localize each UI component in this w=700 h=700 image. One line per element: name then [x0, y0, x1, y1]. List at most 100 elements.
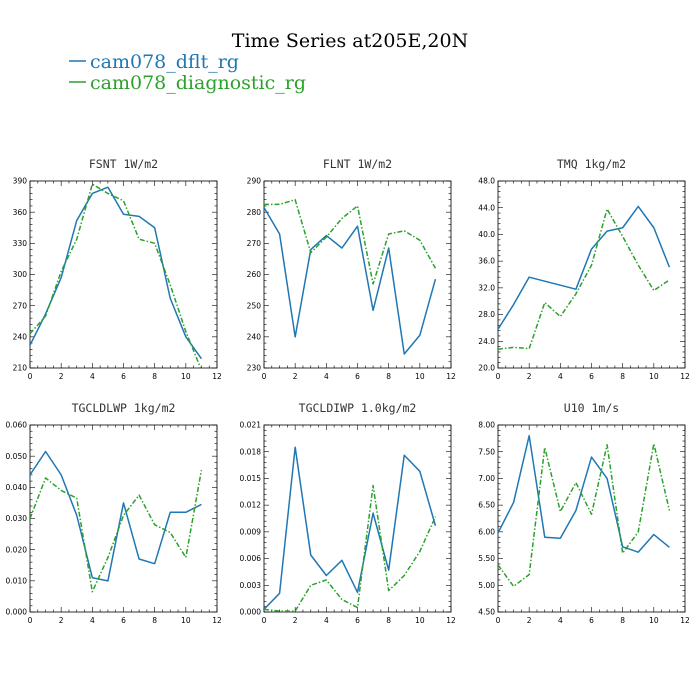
y-tick-label: 20.0: [478, 364, 495, 373]
x-tick-label: 6: [589, 372, 594, 381]
y-tick-label: 40.0: [478, 230, 495, 239]
x-tick-label: 2: [527, 616, 532, 625]
y-tick-label: 0.010: [6, 576, 28, 585]
panel-3: TMQ 1kg/m2 0 2 4 6 8 10 12 20.0 24.0 28.0 32.0 36.0 4…: [478, 157, 690, 381]
plot-frame: [497, 424, 686, 613]
y-tick-label: 48.0: [478, 177, 495, 186]
series-line-diagnostic: [30, 183, 202, 368]
x-tick-label: 8: [152, 616, 157, 625]
panel-title: FSNT 1W/m2: [89, 157, 158, 171]
x-tick-label: 6: [121, 372, 126, 381]
y-tick-label: 260: [247, 270, 262, 279]
y-tick-label: 0.012: [240, 501, 262, 510]
panel-4: TGCLDLWP 1kg/m2 0 2 4 6 8 10 12 0.000 0.010 0.020 0…: [6, 401, 222, 625]
x-tick-label: 0: [496, 372, 501, 381]
x-tick-label: 10: [649, 372, 659, 381]
figure-title: Time Series at205E,20N: [232, 30, 468, 52]
series-line-dflt: [30, 186, 203, 360]
y-tick-label: 44.0: [478, 203, 495, 212]
x-tick-label: 2: [293, 616, 298, 625]
y-tick-label: 7.00: [478, 474, 495, 483]
y-tick-label: 0.006: [240, 554, 262, 563]
x-tick-label: 0: [28, 616, 33, 625]
y-tick-label: 270: [13, 301, 28, 310]
x-tick-label: 8: [620, 372, 625, 381]
legend: cam078_dflt_rg cam078_diagnostic_rg: [69, 51, 306, 94]
x-tick-label: 12: [212, 372, 222, 381]
series-line-dflt: [264, 207, 437, 355]
x-tick-label: 12: [680, 372, 690, 381]
series-line-dflt: [264, 446, 437, 610]
panels: FSNT 1W/m20 2 4 6 8 10 12210240270300330360390…: [6, 157, 690, 625]
panel-title: TGCLDIWP 1.0kg/m2: [299, 401, 417, 415]
y-tick-label: 360: [13, 208, 28, 217]
x-tick-label: 4: [324, 616, 329, 625]
x-tick-label: 4: [558, 616, 563, 625]
x-tick-label: 4: [90, 372, 95, 381]
y-tick-label: 250: [247, 301, 262, 310]
y-tick-label: 0.040: [6, 483, 28, 492]
y-tick-label: 28.0: [478, 310, 495, 319]
y-tick-label: 24.0: [478, 337, 495, 346]
y-tick-label: 7.50: [478, 447, 495, 456]
panel-title: FLNT 1W/m2: [323, 157, 392, 171]
panel-1: FSNT 1W/m2 0 2 4 6 8 10 12 210 240 270 300 330 360 390: [13, 157, 222, 381]
x-tick-label: 0: [28, 372, 33, 381]
x-tick-label: 12: [446, 616, 456, 625]
legend-label-dflt: cam078_dflt_rg: [90, 51, 239, 73]
x-tick-label: 0: [262, 372, 267, 381]
x-tick-label: 8: [152, 372, 157, 381]
panel-6: U10 1m/s 0 2 4 6 8 10 12 4.50 5.00 5.50 6.00 6.50 7.0…: [478, 401, 690, 625]
series-line-diagnostic: [498, 208, 670, 351]
x-tick-label: 8: [620, 616, 625, 625]
x-tick-label: 2: [59, 616, 64, 625]
x-tick-label: 4: [90, 616, 95, 625]
series-line-diagnostic: [264, 484, 437, 612]
legend-label-diagnostic: cam078_diagnostic_rg: [90, 72, 306, 94]
y-tick-label: 240: [13, 332, 28, 341]
y-tick-label: 0.000: [240, 608, 262, 617]
y-tick-label: 32.0: [478, 283, 495, 292]
y-tick-label: 0.021: [240, 421, 262, 430]
y-tick-label: 0.060: [6, 421, 28, 430]
y-tick-label: 280: [247, 208, 262, 217]
y-tick-label: 330: [13, 239, 28, 248]
y-tick-label: 300: [13, 270, 28, 279]
series-line-dflt: [30, 450, 202, 582]
series-line-dflt: [498, 205, 671, 330]
panel-5: TGCLDIWP 1.0kg/m2 0 2 4 6 8 10 12 0.000 0.003 0.00…: [240, 401, 456, 625]
x-tick-label: 6: [355, 372, 360, 381]
series-line-diagnostic: [264, 198, 437, 285]
x-tick-label: 6: [121, 616, 126, 625]
plot-frame: [497, 180, 686, 369]
y-tick-label: 0.003: [240, 581, 262, 590]
panel-title: TGCLDLWP 1kg/m2: [72, 401, 176, 415]
panel-title: U10 1m/s: [564, 401, 619, 415]
y-tick-label: 36.0: [478, 257, 495, 266]
x-tick-label: 2: [59, 372, 64, 381]
y-tick-label: 5.50: [478, 554, 495, 563]
x-tick-label: 6: [589, 616, 594, 625]
x-tick-label: 8: [386, 372, 391, 381]
y-tick-label: 5.00: [478, 581, 495, 590]
y-tick-label: 390: [13, 177, 28, 186]
x-tick-label: 4: [324, 372, 329, 381]
y-tick-label: 6.00: [478, 527, 495, 536]
y-tick-label: 0.015: [240, 474, 262, 483]
y-tick-label: 8.00: [478, 421, 495, 430]
y-tick-label: 4.50: [478, 608, 495, 617]
y-tick-label: 6.50: [478, 501, 495, 510]
x-tick-label: 8: [386, 616, 391, 625]
y-tick-label: 290: [247, 177, 262, 186]
x-tick-label: 10: [415, 372, 425, 381]
plot-frame: [263, 180, 452, 369]
x-tick-label: 4: [558, 372, 563, 381]
x-tick-label: 0: [262, 616, 267, 625]
y-tick-label: 0.000: [6, 608, 28, 617]
series-line-diagnostic: [498, 442, 671, 588]
plot-frame: [263, 424, 452, 613]
x-tick-label: 10: [181, 616, 191, 625]
x-tick-label: 2: [527, 372, 532, 381]
y-tick-label: 270: [247, 239, 262, 248]
